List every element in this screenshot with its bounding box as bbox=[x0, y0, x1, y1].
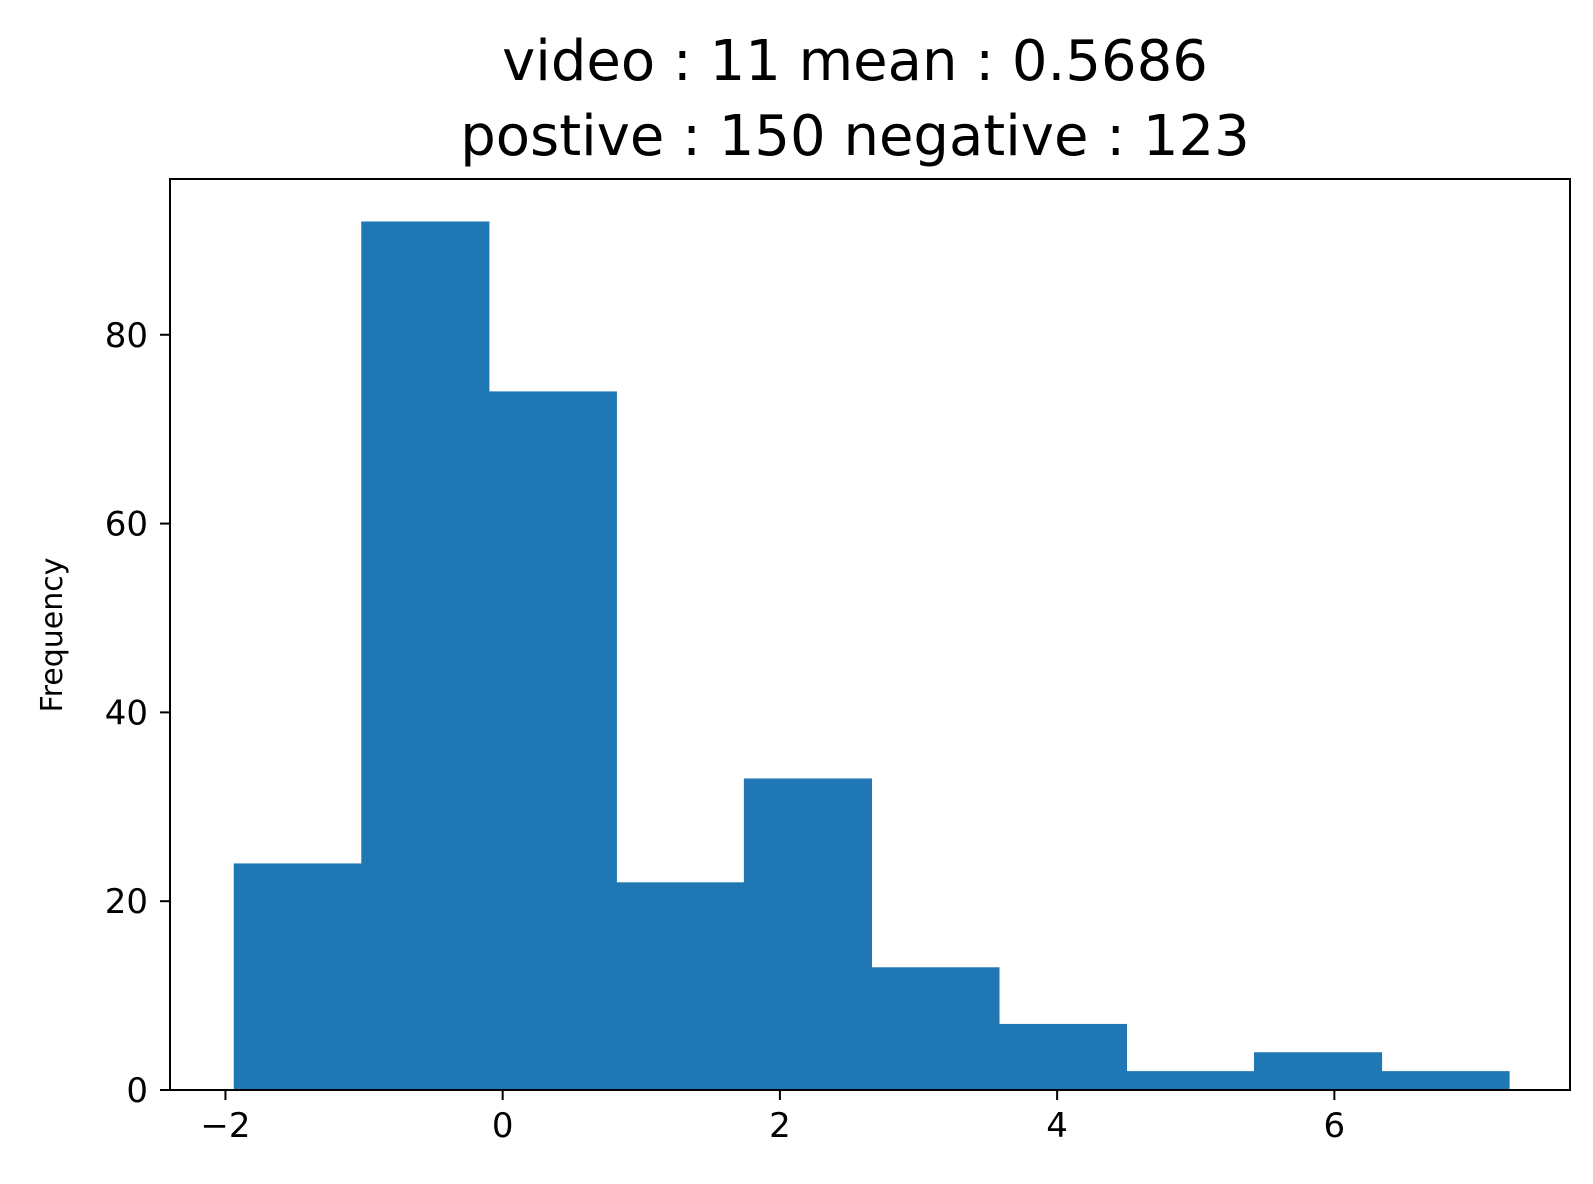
y-tick-label: 80 bbox=[105, 316, 148, 356]
histogram-bar-8 bbox=[1253, 1052, 1383, 1090]
histogram-bar-4 bbox=[743, 778, 872, 1090]
histogram-bar-3 bbox=[616, 882, 745, 1090]
x-tick-label: 2 bbox=[769, 1106, 791, 1146]
histogram-bar-0 bbox=[233, 863, 362, 1090]
y-axis-ticks: 0 20 40 60 80 bbox=[105, 316, 170, 1111]
y-tick-label: 60 bbox=[105, 505, 148, 545]
chart-title-line-1: video : 11 mean : 0.5686 bbox=[502, 29, 1208, 94]
x-tick-label: 0 bbox=[492, 1106, 514, 1146]
x-tick-label: 6 bbox=[1324, 1106, 1346, 1146]
histogram-bar-2 bbox=[488, 391, 617, 1090]
histogram-bar-6 bbox=[998, 1023, 1128, 1090]
chart-title-line-2: postive : 150 negative : 123 bbox=[460, 104, 1250, 169]
y-axis-label: Frequency bbox=[35, 558, 70, 713]
y-tick-label: 20 bbox=[105, 882, 148, 922]
histogram-bar-1 bbox=[361, 221, 490, 1091]
histogram-bars bbox=[233, 221, 1510, 1091]
histogram-bar-7 bbox=[1126, 1071, 1255, 1090]
x-tick-label: −2 bbox=[200, 1106, 250, 1146]
histogram-bar-5 bbox=[871, 967, 1000, 1090]
plot-area-frame bbox=[169, 178, 1571, 1091]
x-tick-label: 4 bbox=[1046, 1106, 1068, 1146]
x-axis-ticks: −2 0 2 4 6 bbox=[200, 1090, 1345, 1146]
y-tick-label: 40 bbox=[105, 693, 148, 733]
histogram-bar-9 bbox=[1381, 1071, 1510, 1090]
y-tick-label: 0 bbox=[126, 1071, 148, 1111]
